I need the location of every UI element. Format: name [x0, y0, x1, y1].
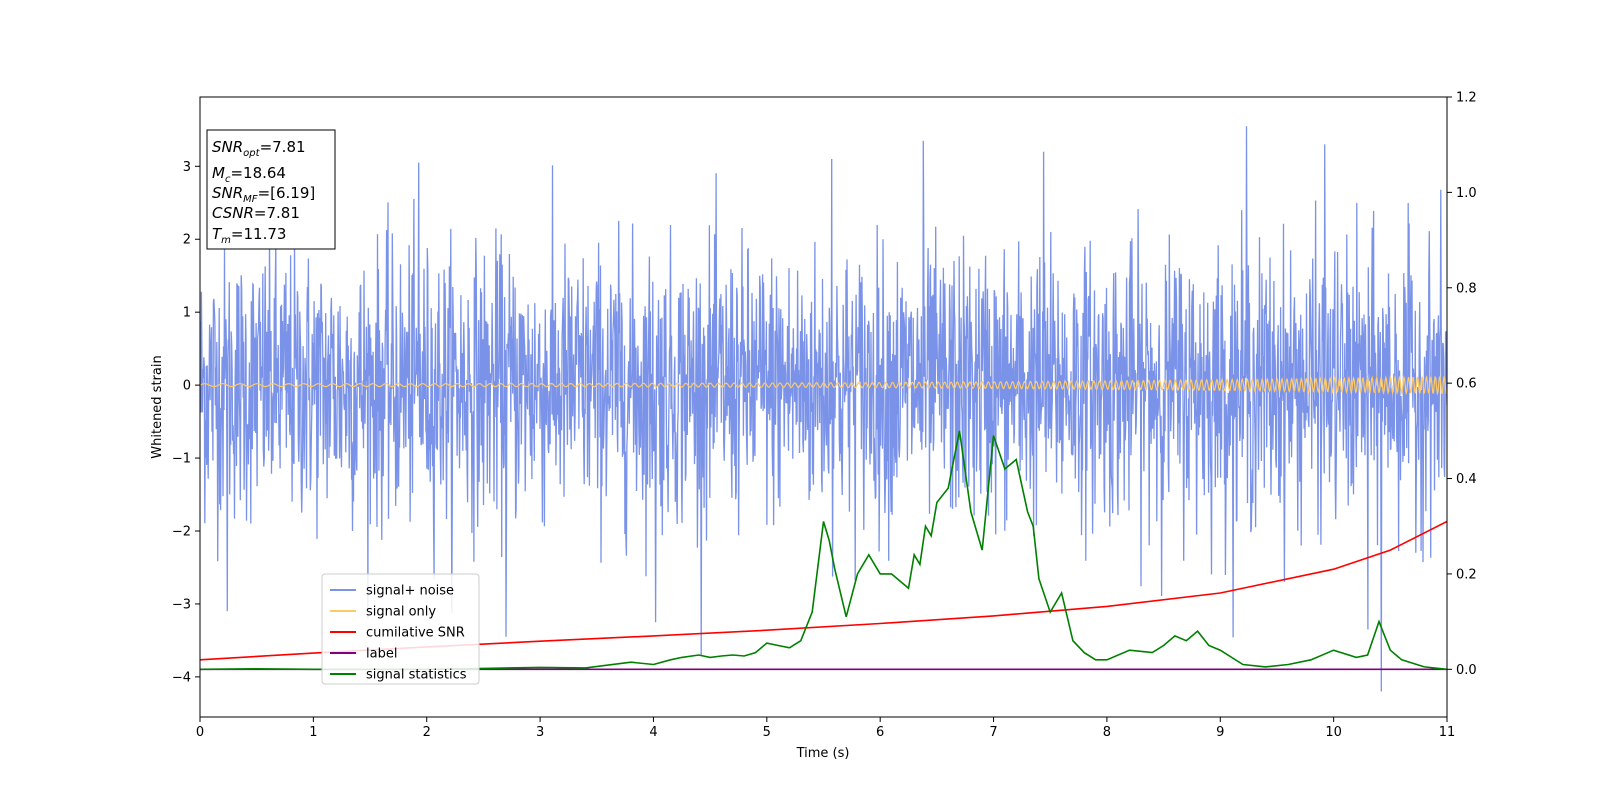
y2-tick-label: 0.4 [1456, 472, 1477, 487]
y2-tick-label: 1.2 [1456, 91, 1477, 106]
x-tick-label: 6 [876, 725, 884, 740]
y-tick-label: 2 [183, 233, 191, 248]
x-tick-label: 2 [423, 725, 431, 740]
legend-label: signal only [366, 605, 436, 620]
y2-tick-label: 0.8 [1456, 281, 1477, 296]
x-tick-label: 0 [196, 725, 204, 740]
y-axis-right: 0.0 0.2 0.4 0.6 0.8 1.0 1.2 [1447, 91, 1477, 678]
y-tick-label: 0 [183, 379, 191, 394]
x-tick-label: 7 [989, 725, 997, 740]
series-signal-only-line [200, 374, 1447, 396]
x-tick-label: 10 [1325, 725, 1342, 740]
y-tick-label: 3 [183, 160, 191, 175]
y-tick-label: −4 [172, 670, 191, 685]
x-tick-label: 5 [763, 725, 771, 740]
info-box: SNRopt=7.81 Mc=18.64 SNRMF=[6.19] CSNR=7… [206, 129, 336, 250]
x-tick-label: 11 [1439, 725, 1456, 740]
info-snr-mf: SNRMF=[6.19] [212, 184, 315, 205]
y2-tick-label: 0.0 [1456, 663, 1477, 678]
x-axis: 0 1 2 3 4 5 6 7 8 9 10 11 [196, 717, 1455, 740]
y-axis-label: Whitened strain [150, 355, 165, 458]
y2-tick-label: 1.0 [1456, 186, 1477, 201]
y-axis-left: −4 −3 −2 −1 0 1 2 3 [172, 160, 200, 685]
y2-tick-label: 0.2 [1456, 567, 1477, 582]
legend-label: signal+ noise [366, 584, 454, 599]
y-tick-label: −1 [172, 452, 191, 467]
y-tick-label: −3 [172, 597, 191, 612]
x-tick-label: 3 [536, 725, 544, 740]
legend-label: signal statistics [366, 668, 467, 683]
x-tick-label: 1 [309, 725, 317, 740]
x-axis-label: Time (s) [796, 746, 850, 761]
series-signal-noise-line [200, 126, 1447, 692]
x-tick-label: 9 [1216, 725, 1224, 740]
info-tm: Tm=11.73 [212, 225, 286, 246]
x-tick-label: 8 [1103, 725, 1111, 740]
series-signal-statistics-line [200, 430, 1447, 671]
info-box-frame [206, 129, 336, 250]
y2-tick-label: 0.6 [1456, 377, 1477, 392]
legend-frame [321, 573, 480, 685]
legend: signal+ noise signal only cumilative SNR la… [321, 573, 480, 685]
legend-label: cumilative SNR [366, 626, 465, 641]
info-mc: Mc=18.64 [212, 164, 286, 185]
info-snr-opt: SNRopt=7.81 [212, 138, 306, 159]
legend-label: label [366, 647, 397, 662]
plot-frame [199, 96, 1448, 718]
info-csnr: CSNR=7.81 [212, 204, 300, 222]
y-tick-label: 1 [183, 306, 191, 321]
y-tick-label: −2 [172, 525, 191, 540]
x-tick-label: 4 [649, 725, 657, 740]
